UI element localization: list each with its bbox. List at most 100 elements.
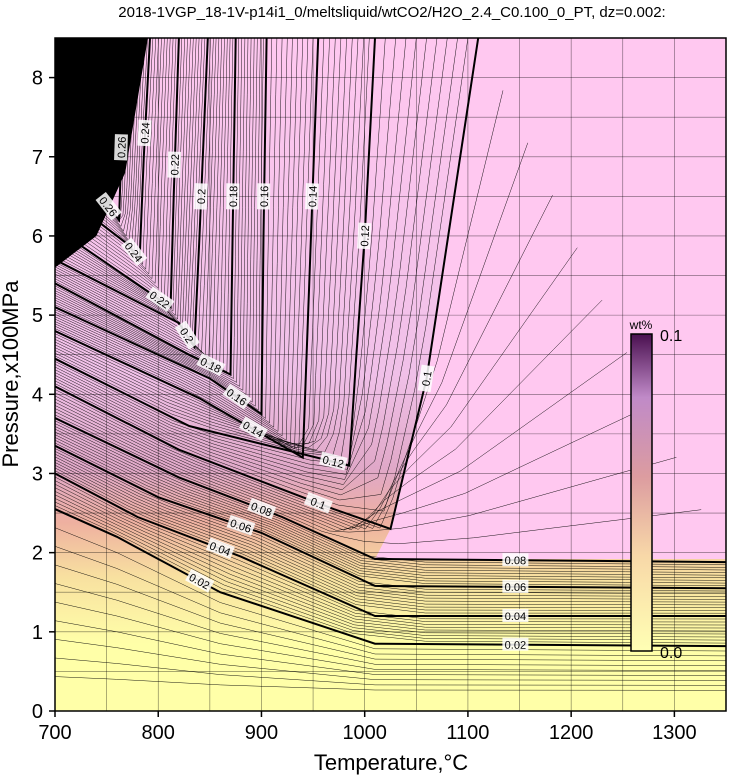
contour-line-minor bbox=[55, 448, 726, 592]
contour-line-0.08 bbox=[55, 417, 726, 564]
contour-line-minor bbox=[55, 38, 258, 403]
x-tick-label: 1300 bbox=[652, 722, 697, 744]
contour-label-bg bbox=[137, 119, 152, 147]
contour-label-bg bbox=[226, 514, 256, 536]
x-axis-ticks: 700 800 900 1000 1100 1200 1300 bbox=[38, 711, 697, 744]
contour-line-0.06 bbox=[55, 444, 726, 590]
contour-line-minor bbox=[55, 38, 261, 407]
colorbar-min-label: 0.0 bbox=[660, 645, 682, 662]
x-axis-label: Temperature,°C bbox=[314, 750, 468, 775]
x-tick-label: 800 bbox=[142, 722, 175, 744]
contour-line-minor bbox=[55, 657, 726, 686]
contour-line-minor bbox=[55, 462, 726, 606]
contour-line-minor bbox=[55, 142, 529, 529]
contour-line-minor bbox=[55, 487, 726, 629]
contour-line-minor bbox=[55, 428, 726, 573]
contour-line-minor bbox=[55, 299, 603, 531]
x-tick-label: 1100 bbox=[446, 722, 489, 744]
contour-line-minor bbox=[55, 38, 298, 441]
contour-label-bg bbox=[145, 286, 175, 312]
contour-line-minor bbox=[55, 38, 304, 445]
colorbar-unit: wt% bbox=[629, 318, 653, 332]
contour-label-bg bbox=[247, 497, 277, 520]
contour-line-minor bbox=[55, 38, 211, 351]
contour-label-0.04: 0.04 bbox=[502, 609, 529, 623]
contour-line-minor bbox=[55, 38, 157, 270]
x-tick-label: 1000 bbox=[342, 722, 387, 744]
contour-label-text: 0.18 bbox=[228, 186, 240, 208]
contour-label-bg bbox=[319, 451, 348, 471]
contour-line-minor bbox=[55, 38, 165, 284]
y-tick-label: 0 bbox=[32, 701, 43, 723]
contour-line-minor bbox=[55, 38, 448, 496]
contour-line-minor bbox=[55, 38, 386, 465]
contour-line-0.22 bbox=[55, 38, 180, 310]
contour-label-0.12: 0.12 bbox=[357, 222, 372, 250]
contour-label-bg bbox=[167, 151, 182, 178]
x-tick-label: 900 bbox=[245, 722, 278, 744]
contour-line-minor bbox=[55, 38, 288, 432]
contour-line-minor bbox=[55, 404, 652, 531]
contour-line-minor bbox=[55, 411, 677, 533]
contour-line-minor bbox=[55, 38, 159, 275]
contour-line-minor bbox=[55, 38, 273, 419]
contour-label-0.22: 0.22 bbox=[167, 151, 182, 178]
contour-line-minor bbox=[55, 564, 726, 662]
contour-label-text: 0.22 bbox=[169, 154, 182, 176]
chart-title: 2018-1VGP_18-1V-p14i1_0/meltsliquid/wtCO… bbox=[118, 4, 665, 21]
contour-line-minor bbox=[55, 420, 726, 566]
contour-line-minor bbox=[55, 195, 553, 530]
contour-line-minor bbox=[55, 352, 628, 531]
contour-line-0.1 bbox=[55, 38, 480, 531]
contour-label-text: 0.02 bbox=[505, 640, 527, 652]
contour-label-0.06: 0.06 bbox=[502, 579, 529, 594]
contour-line-minor bbox=[55, 38, 136, 232]
contour-line-minor bbox=[55, 38, 214, 353]
contour-line-minor bbox=[55, 38, 330, 447]
contour-label-text: 0.08 bbox=[505, 555, 527, 567]
contour-label-0.08: 0.08 bbox=[502, 553, 529, 567]
contour-label-0.24: 0.24 bbox=[137, 119, 153, 147]
contour-label-text: 0.1 bbox=[309, 496, 328, 513]
y-tick-label: 2 bbox=[32, 543, 43, 565]
contour-label-bg bbox=[120, 237, 148, 267]
plot-frame bbox=[54, 37, 727, 712]
contour-line-minor bbox=[55, 439, 726, 584]
contour-label-0.2: 0.2 bbox=[193, 183, 209, 210]
contour-line-minor bbox=[55, 451, 726, 595]
contour-label-0.26: 0.26 bbox=[114, 134, 129, 161]
contour-line-minor bbox=[55, 38, 231, 370]
contour-label-text: 0.1 bbox=[421, 370, 435, 387]
contour-line-minor bbox=[55, 38, 370, 458]
contour-line-minor bbox=[55, 38, 246, 387]
contour-label-bg bbox=[185, 568, 215, 593]
grid bbox=[55, 38, 726, 711]
contour-line-minor bbox=[55, 480, 726, 623]
contour-line-minor bbox=[55, 38, 364, 455]
contour-line-minor bbox=[55, 38, 283, 428]
contour-line-0.02 bbox=[55, 508, 726, 648]
contour-line-minor bbox=[55, 38, 407, 475]
contour-line-minor bbox=[55, 38, 353, 451]
contour-label-0.1: 0.1 bbox=[417, 364, 435, 393]
contour-line-minor bbox=[55, 620, 726, 676]
contour-line-minor bbox=[55, 38, 417, 480]
contour-label-0.12: 0.12 bbox=[319, 451, 348, 471]
contour-label-0.18: 0.18 bbox=[225, 183, 240, 210]
contour-label-text: 0.24 bbox=[139, 122, 152, 144]
contour-line-minor bbox=[55, 494, 726, 635]
contour-label-text: 0.16 bbox=[259, 186, 271, 208]
contour-line-minor bbox=[55, 38, 252, 395]
contour-label-bg bbox=[502, 579, 529, 593]
contour-label-0.02: 0.02 bbox=[502, 637, 529, 652]
contour-label-0.1: 0.1 bbox=[303, 492, 333, 514]
contour-line-minor bbox=[55, 498, 726, 638]
contour-label-bg bbox=[95, 191, 122, 221]
contour-line-minor bbox=[55, 38, 240, 379]
contour-line-0.16 bbox=[55, 38, 268, 416]
contour-label-text: 0.14 bbox=[307, 186, 320, 208]
y-tick-label: 6 bbox=[32, 226, 43, 248]
contour-line-minor bbox=[55, 38, 347, 449]
contour-line-minor bbox=[55, 38, 336, 444]
